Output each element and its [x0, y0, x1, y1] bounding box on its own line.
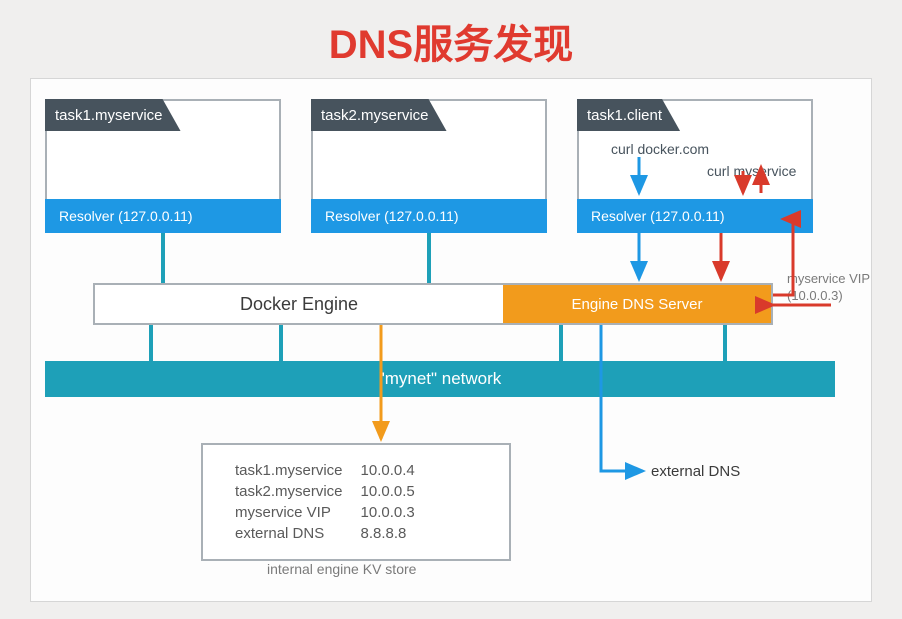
- kv-store-box: task1.myservice10.0.0.4 task2.myservice1…: [201, 443, 511, 561]
- engine-dns-server: Engine DNS Server: [503, 285, 771, 323]
- task-tab-client: task1.client: [577, 99, 680, 131]
- mynet-bar: "mynet" network: [45, 361, 835, 397]
- kv-table: task1.myservice10.0.0.4 task2.myservice1…: [225, 459, 425, 545]
- resolver-bar-1: Resolver (127.0.0.11): [45, 199, 281, 233]
- task-box-2: task2.myservice Resolver (127.0.0.11): [311, 99, 547, 233]
- diagram-frame: task1.myservice Resolver (127.0.0.11) ta…: [30, 78, 872, 602]
- external-dns-label: external DNS: [651, 463, 740, 480]
- myservice-vip-label: myservice VIP (10.0.0.3): [787, 271, 870, 305]
- cmd-curl-docker: curl docker.com: [611, 141, 709, 157]
- kv-row: myservice VIP10.0.0.3: [227, 503, 423, 522]
- resolver-bar-2: Resolver (127.0.0.11): [311, 199, 547, 233]
- kv-row: task2.myservice10.0.0.5: [227, 482, 423, 501]
- task-box-client: task1.client curl docker.com curl myserv…: [577, 99, 813, 233]
- docker-engine-label: Docker Engine: [95, 285, 503, 323]
- docker-engine-row: Docker Engine Engine DNS Server: [93, 283, 773, 325]
- arrow-external-dns: [601, 325, 643, 471]
- task-box-1: task1.myservice Resolver (127.0.0.11): [45, 99, 281, 233]
- kv-caption: internal engine KV store: [267, 561, 416, 577]
- task-tab-1: task1.myservice: [45, 99, 181, 131]
- page-title: DNS服务发现: [0, 12, 902, 70]
- kv-row: task1.myservice10.0.0.4: [227, 461, 423, 480]
- cmd-curl-myservice: curl myservice: [707, 163, 796, 179]
- kv-row: external DNS8.8.8.8: [227, 524, 423, 543]
- resolver-bar-client: Resolver (127.0.0.11): [577, 199, 813, 233]
- diagram-stage: task1.myservice Resolver (127.0.0.11) ta…: [31, 79, 873, 603]
- task-tab-2: task2.myservice: [311, 99, 447, 131]
